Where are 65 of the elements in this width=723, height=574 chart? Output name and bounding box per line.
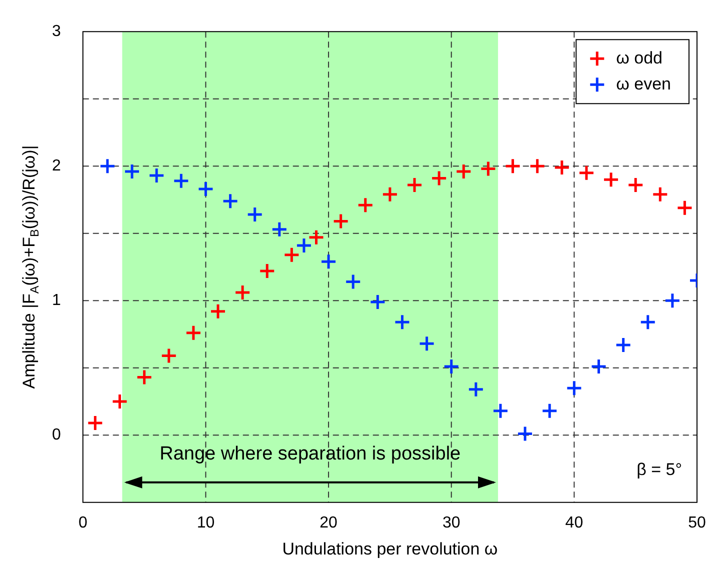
point [172,172,190,190]
point [210,303,226,320]
legend-label: ω even [616,74,672,94]
x-tick-label: 40 [565,514,584,532]
point [468,381,484,398]
point [652,186,668,203]
x-tick-label: 0 [78,514,88,532]
point [504,158,522,174]
point [197,180,214,198]
x-tick-label: 50 [688,514,706,532]
point [627,176,644,194]
y-tick-label: 0 [52,426,61,444]
y-tick-label: 1 [52,292,61,310]
point [124,163,140,180]
x-tick-label: 10 [196,514,215,532]
point [541,402,558,420]
point [406,176,423,194]
point [382,186,398,203]
point [357,196,374,214]
point [296,237,312,254]
y-axis-title: Amplitude |FA(jω)+FB(jω))/R(jω)| [20,145,42,389]
point [664,292,681,309]
point [136,369,153,386]
point [283,246,300,264]
x-axis-title: Undulations per revolution ω [282,539,498,558]
legend-label: ω odd [616,48,663,68]
point [86,414,104,432]
point [271,221,288,238]
y-tick-label: 2 [52,158,61,175]
x-tick-label: 20 [320,514,338,532]
point [443,358,460,375]
point [320,253,337,270]
point [160,348,178,364]
point [99,158,116,174]
point [222,192,239,210]
point [676,200,693,216]
point [234,284,251,301]
point [258,262,276,280]
point [566,380,582,396]
point [394,314,410,330]
point [615,336,632,354]
point [246,206,264,223]
band-label: Range where separation is possible [160,444,461,465]
point [332,213,350,230]
point [455,163,472,180]
point [492,402,509,420]
point [602,171,620,188]
point [640,314,656,330]
annotation: β = 5° [636,460,682,480]
point [516,426,534,442]
point [529,158,546,174]
y-tick-label: 3 [52,23,61,40]
point [480,160,496,178]
x-tick-label: 30 [442,514,460,532]
point [308,229,325,246]
point [185,324,202,342]
point [148,167,165,184]
point [344,274,362,290]
point [578,164,595,182]
point [430,170,448,186]
point [554,159,570,176]
point [369,294,386,310]
point [418,335,436,352]
point [111,393,128,410]
point [590,358,607,375]
